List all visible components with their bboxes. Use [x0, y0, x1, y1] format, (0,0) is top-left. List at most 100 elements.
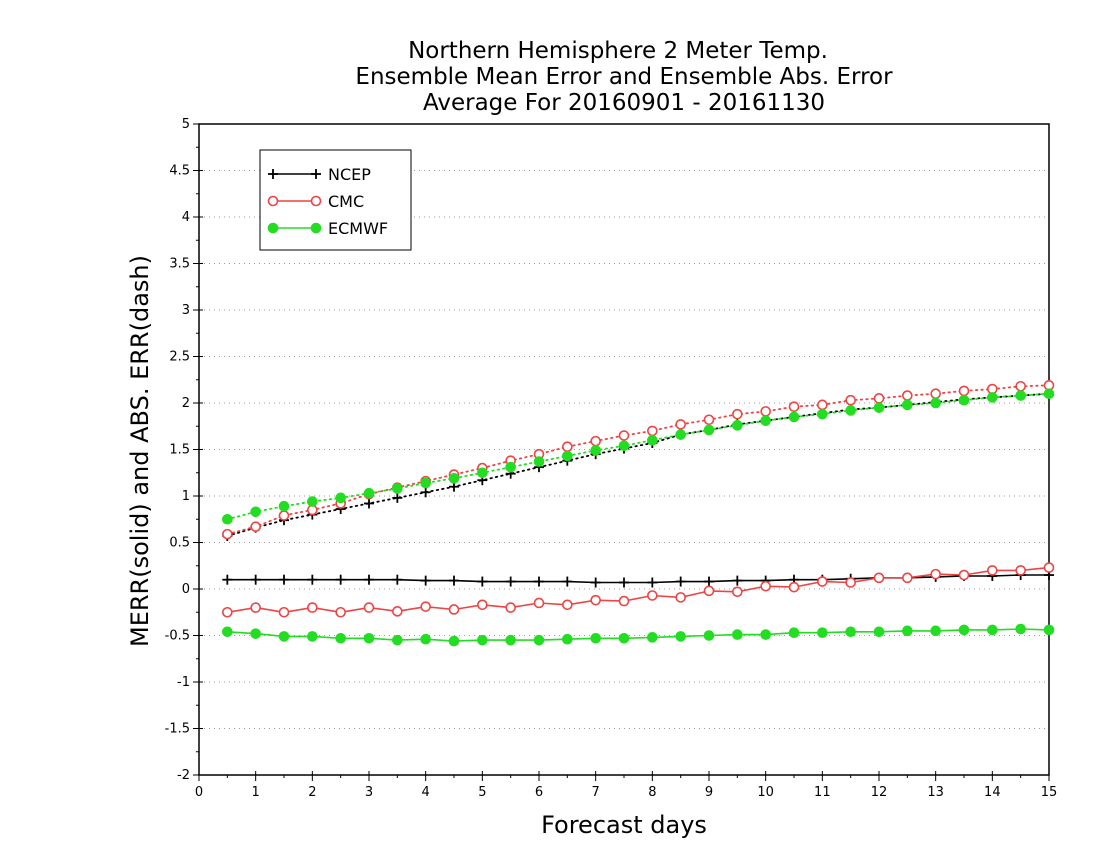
abs-error-point: [420, 477, 431, 489]
mean-error-point: [618, 632, 630, 644]
y-tick-label: 5: [182, 117, 190, 132]
abs-error-point: [817, 399, 828, 411]
mean-error-point: [505, 576, 516, 587]
abs-error-point: [1015, 380, 1026, 392]
abs-error-point: [307, 496, 318, 507]
mean-error-point: [902, 572, 913, 584]
abs-error-point: [222, 513, 233, 525]
mean-error-point: [817, 627, 828, 639]
chart-title-line-2: Ensemble Mean Error and Ensemble Abs. Er…: [355, 64, 893, 90]
mean-error-point: [420, 633, 431, 645]
legend-marker: [310, 222, 322, 234]
x-tick-label: 1: [252, 785, 260, 800]
mean-error-point: [364, 574, 374, 585]
x-tick-label: 7: [592, 785, 600, 800]
mean-error-point: [1043, 562, 1055, 573]
abs-error-point: [618, 430, 630, 441]
x-axis-title: Forecast days: [541, 811, 707, 839]
mean-error-point: [307, 602, 318, 613]
x-tick-label: 9: [705, 785, 713, 800]
abs-error-point: [1015, 390, 1026, 401]
abs-error-point: [817, 408, 828, 420]
mean-error-point: [477, 634, 488, 646]
x-tick-label: 5: [478, 785, 486, 800]
mean-error-point: [873, 626, 885, 638]
mean-error-point: [449, 575, 459, 586]
abs-error-point: [250, 506, 261, 518]
mean-error-point: [732, 586, 743, 598]
abs-error-point: [477, 467, 488, 479]
mean-error-point: [732, 575, 743, 586]
plot-area: [222, 380, 1055, 647]
y-tick-label: -0.5: [165, 629, 190, 644]
mean-error-point: [817, 576, 828, 587]
mean-error-point: [760, 629, 771, 640]
abs-error-point: [930, 388, 941, 400]
abs-error-line: [226, 392, 1050, 537]
mean-error-point: [392, 606, 403, 617]
y-axis-title: MERR(solid) and ABS. ERR(dash): [126, 255, 154, 647]
abs-error-point: [505, 461, 516, 473]
series-cmc: [222, 380, 1055, 618]
x-tick-label: 12: [871, 785, 888, 800]
abs-error-point: [732, 408, 743, 420]
legend-label: ECMWF: [328, 219, 388, 238]
abs-error-point: [590, 445, 601, 456]
mean-error-point: [279, 574, 289, 585]
mean-error-point: [930, 625, 941, 637]
mean-error-point: [958, 624, 970, 636]
mean-error-point: [420, 601, 431, 612]
abs-error-point: [958, 394, 970, 406]
legend-item-cmc: CMC: [267, 192, 364, 211]
mean-error-point: [590, 577, 601, 588]
abs-error-point: [902, 390, 913, 401]
mean-error-point: [392, 634, 403, 646]
abs-error-point: [845, 405, 856, 416]
abs-error-point: [760, 406, 771, 417]
mean-error-point: [647, 577, 658, 588]
series-ecmwf: [222, 388, 1055, 647]
mean-error-point: [505, 602, 516, 613]
abs-error-point: [1043, 388, 1055, 400]
mean-error-point: [250, 628, 261, 639]
mean-error-point: [335, 632, 346, 644]
mean-error-point: [278, 631, 290, 642]
y-tick-label: 4.5: [169, 164, 190, 179]
mean-error-point: [590, 594, 601, 606]
mean-error-point: [562, 599, 573, 611]
mean-error-point: [477, 576, 488, 587]
abs-error-point: [278, 510, 290, 521]
chart-title: Northern Hemisphere 2 Meter Temp. Ensemb…: [355, 38, 893, 116]
x-tick-label: 0: [195, 785, 203, 800]
mean-error-point: [363, 602, 375, 613]
mean-error-line: [227, 566, 1050, 614]
series-ncep: [222, 388, 1054, 588]
mean-error-point: [420, 575, 431, 586]
mean-error-point: [392, 574, 403, 585]
mean-error-point: [590, 632, 601, 644]
mean-error-point: [930, 568, 941, 580]
legend-box: [259, 149, 412, 251]
axes: -2-1.5-1-0.500.511.522.533.544.550 1 2 3 4 5 6…: [165, 117, 1058, 800]
abs-error-point: [930, 397, 941, 409]
mean-error-line: [227, 628, 1050, 642]
y-tick-label: 1: [182, 489, 190, 504]
mean-error-point: [704, 576, 714, 587]
mean-error-point: [1015, 623, 1026, 635]
mean-error-point: [647, 632, 658, 643]
mean-error-point: [363, 632, 375, 644]
abs-error-point: [958, 385, 970, 397]
abs-error-point: [420, 487, 431, 498]
abs-error-point: [590, 435, 601, 447]
mean-error-point: [675, 631, 686, 642]
x-tick-label: 13: [927, 785, 944, 800]
mean-error-point: [250, 602, 261, 613]
abs-error-point: [703, 414, 715, 426]
abs-error-point: [364, 498, 374, 509]
mean-error-point: [250, 574, 261, 585]
legend-label: NCEP: [328, 165, 371, 184]
abs-error-point: [562, 441, 573, 453]
x-tick-label: 2: [308, 785, 316, 800]
mean-error-point: [222, 606, 233, 618]
